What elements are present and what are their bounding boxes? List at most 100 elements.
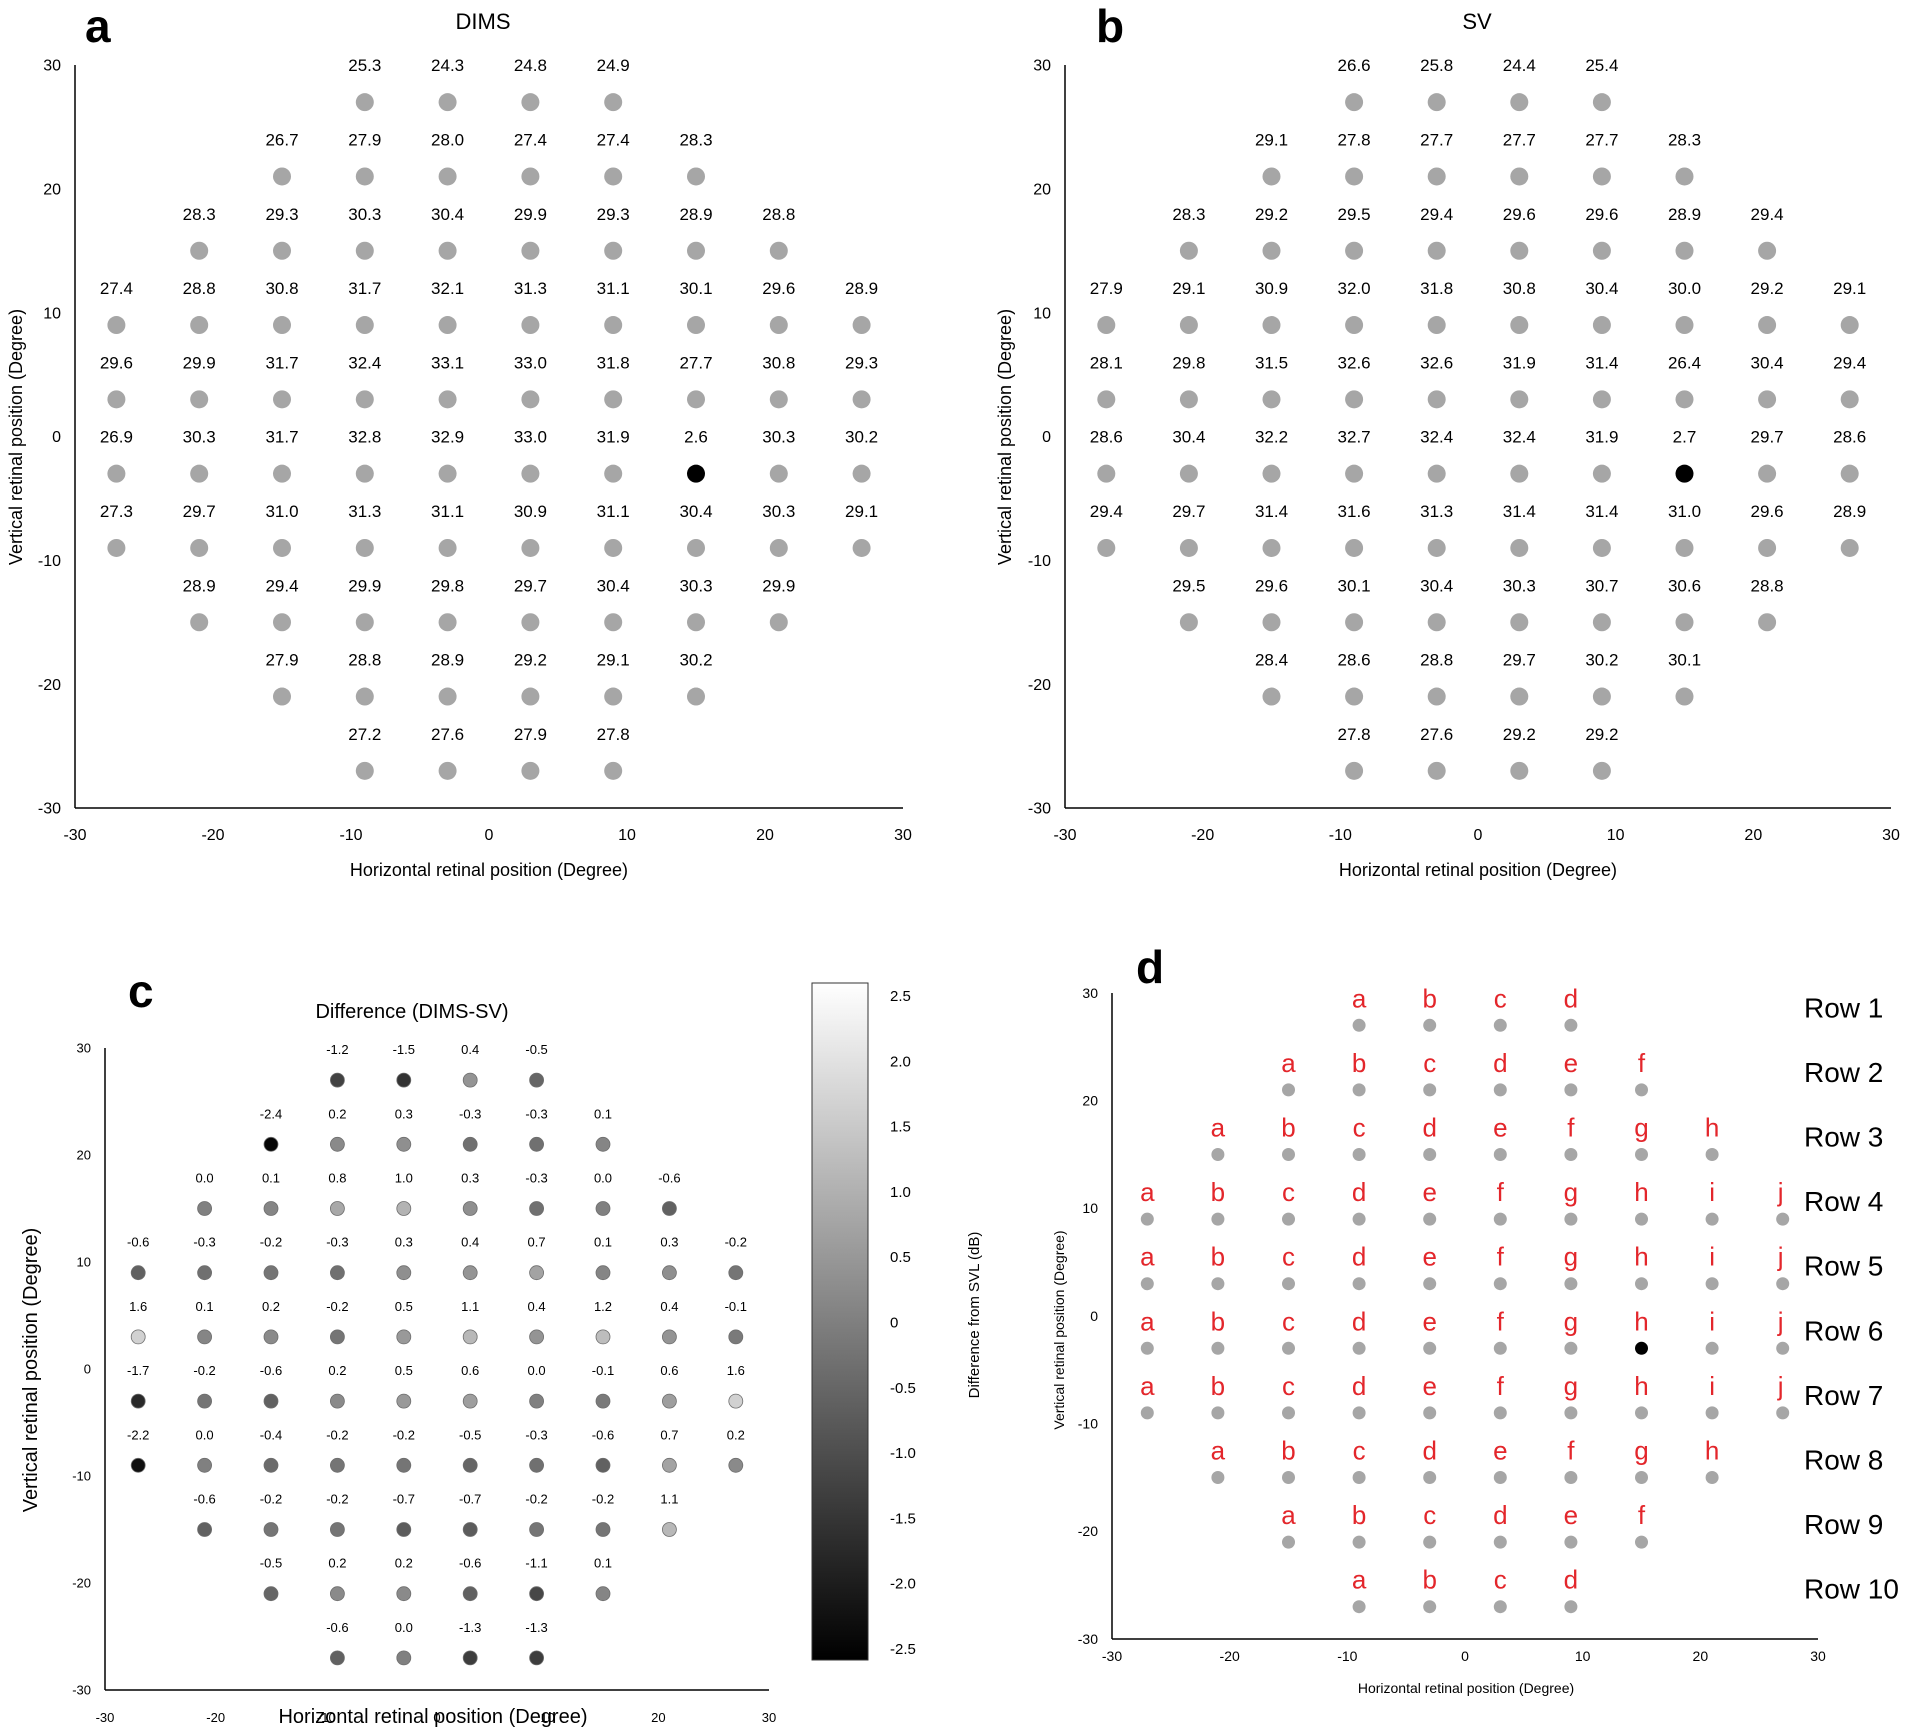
point-letter-label: g <box>1564 1371 1578 1401</box>
data-label: 26.6 <box>1338 56 1371 75</box>
data-point <box>604 93 623 112</box>
data-label: 28.6 <box>1090 428 1123 447</box>
data-point <box>769 538 788 557</box>
data-label: -0.2 <box>326 1299 348 1314</box>
x-tick-label: -30 <box>1053 827 1076 844</box>
point-letter-label: d <box>1564 983 1578 1013</box>
data-label: 0.7 <box>528 1235 546 1250</box>
point-letter-label: h <box>1634 1177 1648 1207</box>
data-point <box>1564 1406 1578 1420</box>
point-letter-label: d <box>1352 1371 1366 1401</box>
data-point <box>529 1393 544 1409</box>
data-label: 27.6 <box>431 725 464 744</box>
y-tick-label: 20 <box>1033 181 1051 198</box>
data-point <box>1427 93 1446 112</box>
data-label: 30.2 <box>845 428 878 447</box>
y-axis-label: Vertical retinal position (Degree) <box>995 309 1015 565</box>
data-label: -0.5 <box>260 1556 282 1571</box>
data-point <box>1592 464 1611 483</box>
data-point <box>355 613 374 632</box>
point-letter-label: a <box>1140 1306 1155 1336</box>
data-label: 0.1 <box>594 1106 612 1121</box>
data-point <box>1282 1277 1295 1291</box>
data-point <box>190 390 209 409</box>
data-point <box>1493 1341 1507 1355</box>
data-label: 0.0 <box>528 1363 546 1378</box>
y-tick-label: 30 <box>43 58 61 75</box>
panel-a-letter: a <box>85 0 111 52</box>
data-point <box>1493 1277 1507 1291</box>
point-letter-label: j <box>1777 1177 1784 1207</box>
point-letter-label: i <box>1709 1371 1715 1401</box>
data-label: -0.2 <box>725 1235 747 1250</box>
data-label: -0.4 <box>260 1427 282 1442</box>
data-label: 1.6 <box>129 1299 147 1314</box>
data-label: 27.8 <box>1338 130 1371 149</box>
data-label: -0.3 <box>525 1106 547 1121</box>
data-label: 0.6 <box>660 1363 678 1378</box>
panel-b-letter: b <box>1096 0 1124 52</box>
data-point <box>662 1393 677 1409</box>
data-label: -2.2 <box>127 1427 149 1442</box>
point-letter-label: c <box>1494 1565 1507 1595</box>
data-point <box>595 1265 611 1281</box>
data-label: 29.6 <box>762 279 795 298</box>
point-letter-label: h <box>1634 1306 1648 1336</box>
data-label: 31.1 <box>597 279 630 298</box>
data-label: 27.9 <box>1090 279 1123 298</box>
data-label: 30.3 <box>348 205 381 224</box>
data-point <box>604 241 623 260</box>
data-label: 31.9 <box>1585 428 1618 447</box>
panel-d-letter: d <box>1136 941 1164 993</box>
data-point <box>355 464 374 483</box>
data-label: 32.2 <box>1255 428 1288 447</box>
data-label: 0.0 <box>594 1171 612 1186</box>
data-label: 31.9 <box>597 428 630 447</box>
data-label: 29.9 <box>348 576 381 595</box>
row-label: Row 8 <box>1804 1445 1883 1476</box>
y-tick-label: -20 <box>1028 677 1051 694</box>
data-label: 0.2 <box>328 1363 346 1378</box>
data-label: -1.2 <box>326 1042 348 1057</box>
data-label: 27.4 <box>597 130 630 149</box>
data-point <box>130 1265 146 1281</box>
y-tick-label: -20 <box>72 1576 91 1591</box>
data-label: -1.7 <box>127 1363 149 1378</box>
data-label: 28.6 <box>1338 651 1371 670</box>
data-point <box>462 1329 478 1345</box>
data-point <box>1352 1148 1366 1161</box>
data-label: 30.4 <box>1172 428 1205 447</box>
blind-spot-point <box>1675 464 1694 483</box>
data-point <box>1211 1471 1225 1484</box>
point-letter-label: c <box>1353 1113 1366 1143</box>
point-letter-label: d <box>1493 1048 1507 1078</box>
y-tick-label: 30 <box>1082 985 1098 1001</box>
data-point <box>190 538 209 557</box>
point-letter-label: e <box>1564 1048 1578 1078</box>
colorbar <box>811 982 869 1661</box>
data-point <box>1705 1341 1719 1355</box>
data-label: 27.9 <box>348 130 381 149</box>
x-tick-label: 10 <box>1607 827 1625 844</box>
data-point <box>438 93 457 112</box>
data-point <box>529 1522 544 1537</box>
data-label: 0.2 <box>262 1299 280 1314</box>
data-point <box>662 1265 677 1281</box>
point-letter-label: i <box>1709 1242 1715 1272</box>
data-label: 26.9 <box>100 428 133 447</box>
data-label: 27.7 <box>679 353 712 372</box>
data-point <box>604 316 623 335</box>
data-label: 33.0 <box>514 428 547 447</box>
data-point <box>1423 1083 1437 1097</box>
data-point <box>1635 1471 1648 1484</box>
y-tick-label: 10 <box>77 1255 91 1270</box>
data-label: -0.3 <box>525 1171 547 1186</box>
data-label: -0.3 <box>193 1235 215 1250</box>
data-label: 0.4 <box>461 1042 479 1057</box>
data-label: 1.1 <box>660 1492 678 1507</box>
x-tick-label: 10 <box>540 1710 554 1725</box>
data-label: 30.7 <box>1585 576 1618 595</box>
data-label: 30.9 <box>1255 279 1288 298</box>
data-point <box>1345 538 1364 557</box>
point-letter-label: h <box>1634 1242 1648 1272</box>
